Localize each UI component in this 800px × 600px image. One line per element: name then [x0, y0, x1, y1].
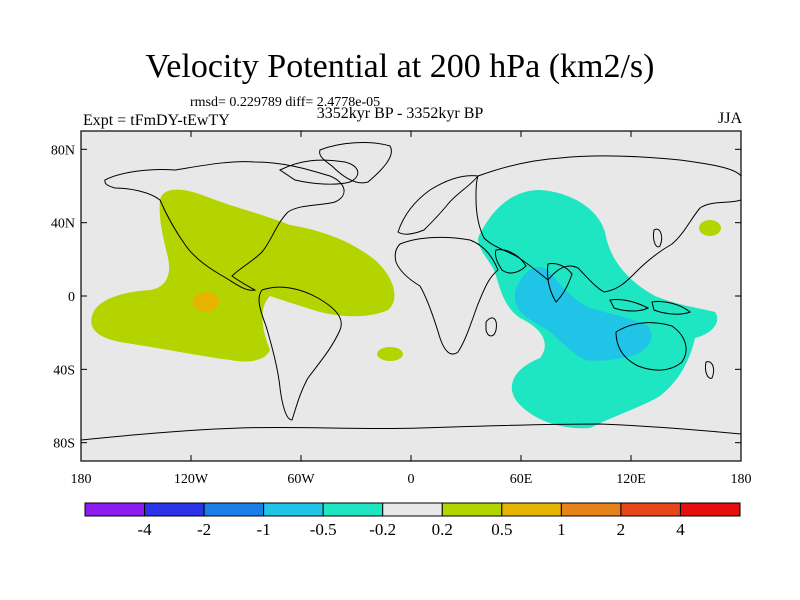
- colorbar-label: -0.2: [369, 520, 397, 539]
- positive-region-northeast-pacific: [699, 220, 721, 236]
- longitude-axis: 180 120W 60W 0 60E 120E 180: [71, 131, 752, 487]
- colorbar-swatch: [84, 502, 146, 517]
- longitude-label: 60W: [287, 472, 315, 487]
- season-label: JJA: [717, 110, 742, 127]
- latitude-label: 0: [68, 290, 75, 305]
- latitude-label: 40N: [51, 217, 75, 232]
- colorbar-label: 2: [616, 520, 626, 539]
- colorbar-swatch: [620, 502, 681, 517]
- coastlines: [81, 142, 741, 441]
- colorbar-label: -4: [137, 520, 152, 539]
- experiment-label: Expt = tFmDY-tEwTY: [83, 112, 230, 129]
- colorbar-label: 4: [676, 520, 685, 539]
- map-title: Velocity Potential at 200 hPa (km2/s): [145, 48, 655, 85]
- latitude-label: 80S: [53, 437, 75, 452]
- rmsd-subtitle: rmsd= 0.229789 diff= 2.4778e-05: [190, 95, 381, 110]
- colorbar-swatch: [679, 502, 741, 517]
- positive-maximum-east-pacific: [193, 292, 219, 312]
- negative-minimum-indian-ocean: [515, 266, 652, 361]
- latitude-label: 80N: [51, 143, 75, 158]
- negative-region-eastern: [478, 190, 718, 429]
- longitude-label: 120E: [616, 472, 646, 487]
- colorbar-swatch: [263, 502, 324, 517]
- colorbar-label: 0.2: [431, 520, 453, 539]
- colorbar-label: -1: [256, 520, 271, 539]
- colorbar-label: 0.5: [491, 520, 513, 539]
- latitude-axis: 80N 40N 0 40S 80S: [51, 143, 741, 452]
- longitude-label: 180: [731, 472, 752, 487]
- longitude-label: 0: [408, 472, 415, 487]
- colorbar-label: -0.5: [309, 520, 337, 539]
- colorbar-swatch: [382, 502, 443, 517]
- colorbar: [84, 502, 741, 517]
- colorbar-label: -2: [196, 520, 212, 539]
- colorbar-swatch: [203, 502, 265, 517]
- colorbar-label: 1: [557, 520, 566, 539]
- period-label: 3352kyr BP - 3352kyr BP: [316, 105, 484, 122]
- latitude-label: 40S: [53, 363, 75, 378]
- colorbar-swatch: [501, 502, 562, 517]
- longitude-label: 120W: [174, 472, 209, 487]
- colorbar-swatch: [322, 502, 384, 517]
- colorbar-swatch: [560, 502, 622, 517]
- colorbar-swatch: [441, 502, 503, 517]
- longitude-label: 180: [71, 472, 92, 487]
- positive-region-western: [91, 189, 395, 362]
- colorbar-swatch: [144, 502, 205, 517]
- positive-region-south-atlantic: [377, 347, 403, 361]
- longitude-label: 60E: [510, 472, 533, 487]
